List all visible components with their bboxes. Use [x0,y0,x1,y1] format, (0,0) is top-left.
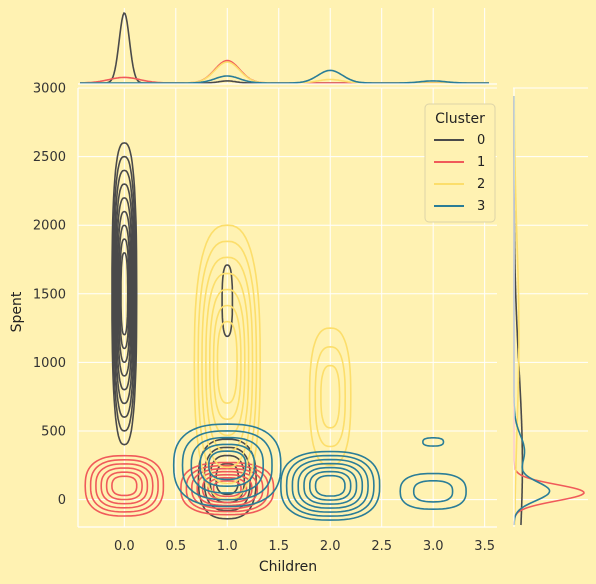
legend-title: Cluster [435,111,485,127]
cluster-3-contour [291,458,369,513]
cluster-0-contour [113,169,136,419]
cluster-2-contour [216,320,238,404]
cluster-3-contours [172,423,467,521]
y-tick-label: 1000 [33,356,66,371]
cluster-3-contour [279,450,381,521]
cluster-1-contour [84,454,165,517]
y-tick-label: 2000 [33,219,66,234]
cluster-3-contour [412,480,454,503]
cluster-1-contour [89,458,159,513]
legend-entries: 0 1 2 3 [434,133,485,214]
cluster-0-contour [117,224,131,364]
cluster-1-contour [111,475,138,497]
axes-spines [77,83,515,528]
x-axis-label: Children [259,559,317,575]
cluster-2-contour [320,364,341,429]
cluster-2-contour [314,345,347,448]
cluster-3-contour [199,443,256,488]
cluster-3-contour [422,437,445,447]
cluster-0-contour [111,142,138,446]
cluster-3-contour [190,436,265,494]
cluster-1-contour [105,471,143,501]
cluster-0-contour [115,197,134,391]
y-tick-label: 500 [41,424,66,439]
legend: Cluster 0 1 2 3 [424,103,496,223]
cluster-3-contour [297,462,364,509]
cluster-0-contour [114,183,135,405]
y-tick-labels: 0 500 1000 1500 2000 2500 3000 [33,82,66,509]
cluster-2-contour [209,288,246,437]
legend-label-0: 0 [477,133,485,148]
cluster-0-contour [120,252,129,336]
cluster-3-x-marginal [80,69,489,84]
cluster-0-contours [111,142,257,520]
cluster-3-contour [303,466,358,505]
cluster-3-contour [309,470,352,501]
legend-label-1: 1 [477,155,485,170]
cluster-1-contour [185,464,270,513]
x-tick-label: 3.0 [423,539,444,554]
x-tick-label: 0.5 [165,539,186,554]
cluster-0-contour [119,238,130,350]
y-axis-label: Spent [9,291,25,332]
cluster-0-contour [116,210,132,377]
cluster-1-contour [190,467,264,510]
cluster-3-contour [208,450,247,481]
x-tick-label: 3.5 [474,539,495,554]
x-tick-label: 1.0 [217,539,238,554]
right-marginal-curves [513,96,585,526]
cluster-2-contour [308,327,352,467]
cluster-2-contour [201,256,254,469]
legend-label-3: 3 [477,199,485,214]
cluster-1-x-marginal [80,59,489,84]
y-tick-label: 0 [58,493,66,508]
cluster-1-contours [84,454,275,517]
cluster-3-contour [172,423,282,508]
y-tick-label: 3000 [33,82,66,97]
cluster-2-y-marginal [513,96,520,525]
cluster-1-contour [95,463,154,509]
y-tick-label: 1500 [33,287,66,302]
x-tick-label: 1.5 [268,539,289,554]
cluster-2-contour [193,224,262,501]
y-tick-label: 2500 [33,150,66,165]
cluster-2-contour [205,272,250,453]
right-marginal-grid [513,87,588,501]
cluster-2-contour [212,304,242,421]
cluster-1-contour [196,470,259,507]
x-tick-label: 2.0 [320,539,341,554]
x-tick-label: 0.0 [114,539,135,554]
cluster-0-x-marginal [80,12,489,84]
cluster-3-contour [285,454,375,517]
cluster-3-contour [314,474,346,497]
cluster-0-contour [112,155,137,432]
top-marginal-grid [123,8,486,84]
cluster-3-contour [399,472,467,511]
x-tick-labels: 0.0 0.5 1.0 1.5 2.0 2.5 3.0 3.5 [114,539,495,554]
cluster-1-y-marginal [513,96,585,526]
cluster-0-contour [221,264,234,338]
kde-contours [84,142,467,521]
top-marginal-curves [80,12,489,84]
cluster-1-contour [100,467,149,505]
cluster-3-contour [181,430,273,501]
x-tick-label: 2.5 [371,539,392,554]
legend-label-2: 2 [477,177,485,192]
